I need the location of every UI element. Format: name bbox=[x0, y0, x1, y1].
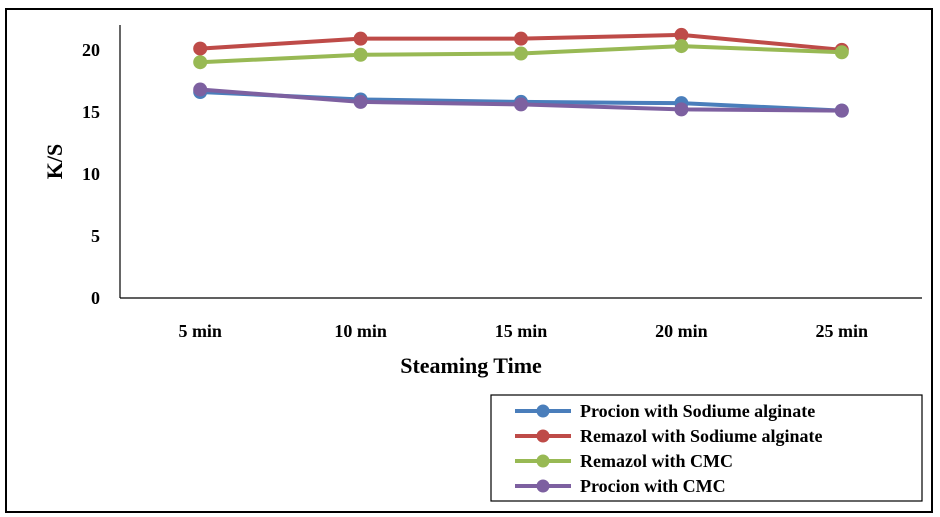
legend-marker bbox=[536, 479, 550, 493]
data-point bbox=[193, 82, 208, 97]
data-point bbox=[514, 46, 528, 61]
y-tick-label: 10 bbox=[82, 164, 100, 184]
y-tick-label: 15 bbox=[82, 102, 100, 122]
legend-item: Procion with Sodiume alginate bbox=[515, 401, 815, 421]
x-tick-label: 15 min bbox=[495, 321, 548, 341]
data-point bbox=[674, 39, 689, 54]
legend-label: Procion with CMC bbox=[580, 476, 726, 496]
data-point bbox=[353, 94, 368, 109]
legend-marker bbox=[536, 429, 550, 443]
x-axis: 5 min 10 min 15 min 20 min 25 min bbox=[120, 297, 922, 341]
x-tick-label: 20 min bbox=[655, 321, 708, 341]
series-2 bbox=[193, 39, 849, 70]
data-point bbox=[674, 102, 689, 117]
data-point bbox=[353, 31, 368, 46]
x-tick-label: 5 min bbox=[178, 321, 222, 341]
series-lines bbox=[193, 27, 849, 118]
data-point bbox=[834, 45, 849, 60]
legend-item: Procion with CMC bbox=[515, 476, 726, 496]
legend-label: Remazol with Sodiume alginate bbox=[580, 426, 823, 446]
x-tick-label: 25 min bbox=[816, 321, 869, 341]
data-point bbox=[193, 41, 208, 56]
legend-label: Remazol with CMC bbox=[580, 451, 733, 471]
data-point bbox=[514, 97, 528, 112]
series-3 bbox=[193, 82, 849, 118]
data-point bbox=[674, 27, 689, 42]
y-axis-title: K/S bbox=[42, 144, 67, 179]
y-tick-label: 0 bbox=[91, 288, 100, 308]
y-tick-label: 5 bbox=[91, 226, 100, 246]
legend-marker bbox=[536, 404, 550, 418]
legend-item: Remazol with CMC bbox=[515, 451, 733, 471]
x-tick-label: 10 min bbox=[334, 321, 387, 341]
data-point bbox=[353, 47, 368, 62]
y-tick-label: 20 bbox=[82, 40, 100, 60]
legend-marker bbox=[536, 454, 550, 468]
legend-label: Procion with Sodiume alginate bbox=[580, 401, 815, 421]
legend-item: Remazol with Sodiume alginate bbox=[515, 426, 823, 446]
data-point bbox=[193, 55, 208, 70]
data-point bbox=[514, 31, 528, 46]
data-point bbox=[834, 103, 849, 118]
y-axis: 0 5 10 15 20 bbox=[82, 25, 121, 308]
legend: Procion with Sodiume alginate Remazol wit… bbox=[490, 394, 923, 502]
x-axis-title: Steaming Time bbox=[400, 353, 542, 378]
